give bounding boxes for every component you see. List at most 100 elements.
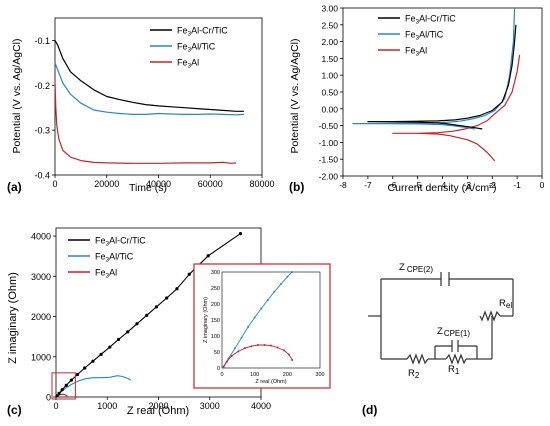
x-tick-label: -8 — [339, 180, 347, 190]
data-point — [263, 343, 266, 346]
panel-c-legend: Fe3Al-Cr/TiC Fe3Al/TiC Fe3Al — [68, 236, 146, 280]
data-point — [135, 322, 139, 326]
legend-label: Fe3Al-Cr/TiC — [177, 26, 228, 38]
y-tick-label: 1.00 — [321, 71, 338, 81]
data-point — [286, 275, 289, 278]
panel-a-plot-area: 0 20000 40000 60000 80000 -0.1 -0.2 -0.3 -0.4 — [34, 17, 275, 189]
data-point — [75, 372, 80, 377]
panel-d-circuit — [368, 272, 514, 365]
panel-b-plot-area: -8 -7 -6 -5 -4 -3 -2 -1 0 3.00 2.50 2.00 1.50 1.00 0.5… — [319, 4, 545, 191]
y-tick-label: 0 — [46, 393, 51, 403]
x-tick-label: -7 — [364, 180, 372, 190]
x-tick-label: 3000 — [200, 401, 220, 411]
x-tick-label: -6 — [389, 180, 397, 190]
panel-c-label: (c) — [7, 403, 22, 417]
plot-frame — [54, 17, 263, 176]
inset-y-tick-label: 250 — [211, 286, 220, 292]
legend-label: Fe3Al/TiC — [177, 42, 216, 54]
panel-a-chart: 0 20000 40000 60000 80000 -0.1 -0.2 -0.3 -0.4 Fe… — [7, 17, 275, 194]
x-tick-label: 1000 — [97, 401, 117, 411]
data-point — [276, 346, 279, 349]
y-tick-label: -2.00 — [319, 172, 339, 182]
series-line — [54, 62, 244, 116]
data-point — [165, 296, 169, 300]
x-tick-label: -2 — [488, 180, 496, 190]
y-tick-label: 1000 — [31, 352, 51, 362]
x-tick-label: 4000 — [251, 401, 271, 411]
y-tick-label: -1.00 — [319, 138, 339, 148]
data-point — [247, 326, 250, 329]
panel-b-x-axis-label: Current density (A/cm2) — [388, 182, 497, 194]
inset-x-tick-label: 200 — [283, 372, 292, 378]
inset-x-axis-label: Z real (Ohm) — [255, 379, 286, 385]
y-tick-label: 3.00 — [321, 4, 338, 14]
inset-y-tick-label: 150 — [211, 318, 220, 324]
data-point — [238, 232, 243, 236]
inset-x-tick-label: 0 — [220, 372, 223, 378]
r1-label: R1 — [448, 364, 460, 376]
data-point — [279, 283, 282, 286]
panel-b-y-axis-label: Potential (V vs. Ag/AgCl) — [289, 39, 301, 154]
panel-a-x-axis-label: Time (s) — [129, 182, 167, 194]
data-point — [273, 290, 276, 293]
cpe1-label: ZCPE(1) — [437, 326, 470, 338]
inset-x-tick-label: 300 — [315, 372, 324, 378]
legend-label: Fe3Al/TiC — [95, 252, 134, 264]
data-point — [256, 343, 259, 346]
data-point — [91, 359, 95, 363]
x-tick-label: 80000 — [249, 179, 274, 189]
inset-y-tick-label: 300 — [211, 270, 220, 276]
panel-a-legend: Fe3Al-Cr/TiC Fe3Al/TiC Fe3Al — [150, 26, 228, 70]
data-point — [234, 347, 237, 350]
data-point — [108, 345, 112, 349]
series-line — [54, 40, 244, 112]
inset-y-axis-label: Z imaginary (Ohm) — [203, 297, 209, 343]
inset-y-tick-label: 0 — [217, 366, 220, 372]
rel-label: Rel — [499, 298, 512, 310]
series-line — [392, 54, 521, 162]
data-point — [243, 347, 246, 350]
data-point — [270, 344, 272, 347]
data-point — [287, 353, 290, 356]
y-tick-label: 4000 — [31, 232, 51, 242]
panel-d-label: (d) — [362, 403, 377, 417]
x-tick-label: 0 — [53, 401, 58, 411]
data-point — [116, 337, 121, 342]
data-point — [253, 316, 256, 319]
rel-resistor — [479, 310, 501, 322]
data-point — [250, 345, 253, 348]
panel-a-label: (a) — [7, 180, 22, 194]
y-tick-label: -0.3 — [34, 126, 50, 136]
data-point — [187, 272, 191, 276]
inset-y-tick-label: 50 — [214, 350, 220, 356]
y-tick-label: -0.2 — [34, 81, 50, 91]
y-tick-label: 2.00 — [321, 37, 338, 47]
x-tick-label: -1 — [513, 180, 521, 190]
y-tick-label: -0.50 — [319, 121, 339, 131]
data-point — [126, 330, 130, 334]
data-point — [60, 388, 64, 392]
x-tick-label: 0 — [540, 180, 545, 190]
legend-label: Fe3Al-Cr/TiC — [95, 236, 146, 248]
legend-label: Fe3Al — [405, 46, 427, 58]
y-tick-label: 2.50 — [321, 20, 338, 30]
data-point — [237, 350, 240, 353]
inset-plot-frame — [221, 271, 321, 369]
data-point — [283, 349, 286, 352]
x-tick-label: 60000 — [198, 179, 223, 189]
data-point — [175, 287, 179, 291]
data-point — [55, 394, 59, 398]
panel-c-inset: 0 100 200 300 0 50 100 150 200 250 300 Z real (Ohm)… — [193, 263, 331, 389]
x-tick-label: 20000 — [94, 179, 119, 189]
data-point — [266, 299, 269, 302]
y-tick-label: 1.50 — [321, 54, 338, 64]
data-point — [260, 307, 263, 310]
data-point — [230, 354, 233, 357]
cpe2-label: Z CPE(2) — [399, 262, 433, 274]
data-point — [64, 383, 68, 387]
inset-y-tick-label: 200 — [211, 302, 220, 308]
series-line — [367, 24, 517, 130]
y-tick-label: 0.50 — [321, 88, 338, 98]
